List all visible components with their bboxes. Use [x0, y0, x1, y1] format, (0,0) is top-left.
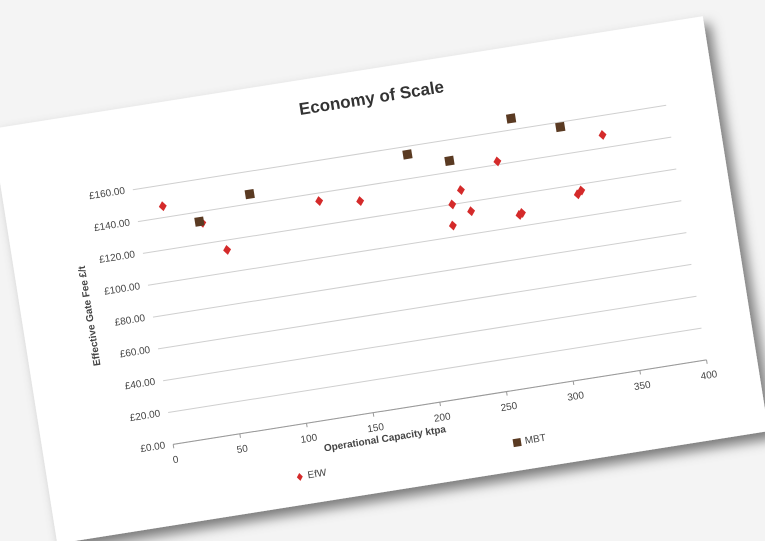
x-axis [173, 359, 707, 445]
point [573, 189, 582, 200]
grid-line [137, 136, 672, 223]
x-tick [172, 444, 175, 449]
legend-label: MBT [524, 433, 547, 447]
x-tick-label: 50 [236, 443, 249, 456]
point [402, 149, 413, 160]
point [555, 121, 566, 133]
point [493, 156, 502, 167]
point [356, 196, 365, 207]
point [456, 185, 465, 195]
x-tick [306, 423, 308, 428]
x-tick-label: 100 [300, 432, 319, 446]
x-tick [372, 412, 375, 417]
point [448, 199, 457, 210]
card-background [0, 16, 765, 544]
y-tick-label: £20.00 [129, 408, 161, 424]
point [467, 206, 476, 217]
x-tick-label: 200 [433, 411, 452, 425]
chart-card: Economy of Scale Operational Capacity kt… [0, 16, 765, 544]
point [244, 188, 255, 200]
grid-line [147, 200, 682, 286]
legend-label: EfW [307, 467, 328, 481]
x-tick-label: 300 [567, 390, 586, 404]
x-tick [639, 370, 641, 375]
y-tick-label: £0.00 [140, 440, 167, 455]
grid-line [132, 104, 667, 191]
point [518, 208, 526, 218]
legend-marker [512, 437, 522, 448]
point [158, 201, 167, 212]
point [444, 155, 455, 166]
x-tick [706, 359, 708, 364]
x-tick [239, 433, 241, 438]
x-tick-label: 400 [700, 369, 719, 383]
point [598, 130, 607, 140]
legend-marker [296, 473, 303, 481]
y-tick-label: £80.00 [114, 313, 146, 329]
x-tick [439, 402, 441, 407]
point [315, 196, 324, 206]
grid-line [168, 327, 702, 414]
point [577, 185, 586, 196]
point [505, 113, 517, 124]
x-tick [572, 380, 575, 386]
point [223, 244, 232, 255]
x-tick-label: 150 [367, 422, 386, 436]
grid-line [142, 168, 677, 254]
x-tick-label: 250 [500, 401, 519, 415]
x-tick [506, 391, 508, 396]
point [194, 216, 205, 227]
x-tick-label: 350 [633, 380, 652, 394]
grid-line [163, 295, 697, 382]
grid-line [157, 263, 692, 350]
y-tick-label: £40.00 [124, 377, 156, 393]
x-tick-label: 0 [172, 454, 180, 466]
point [448, 220, 457, 231]
grid-line [152, 232, 687, 318]
y-tick-label: £60.00 [119, 345, 151, 361]
